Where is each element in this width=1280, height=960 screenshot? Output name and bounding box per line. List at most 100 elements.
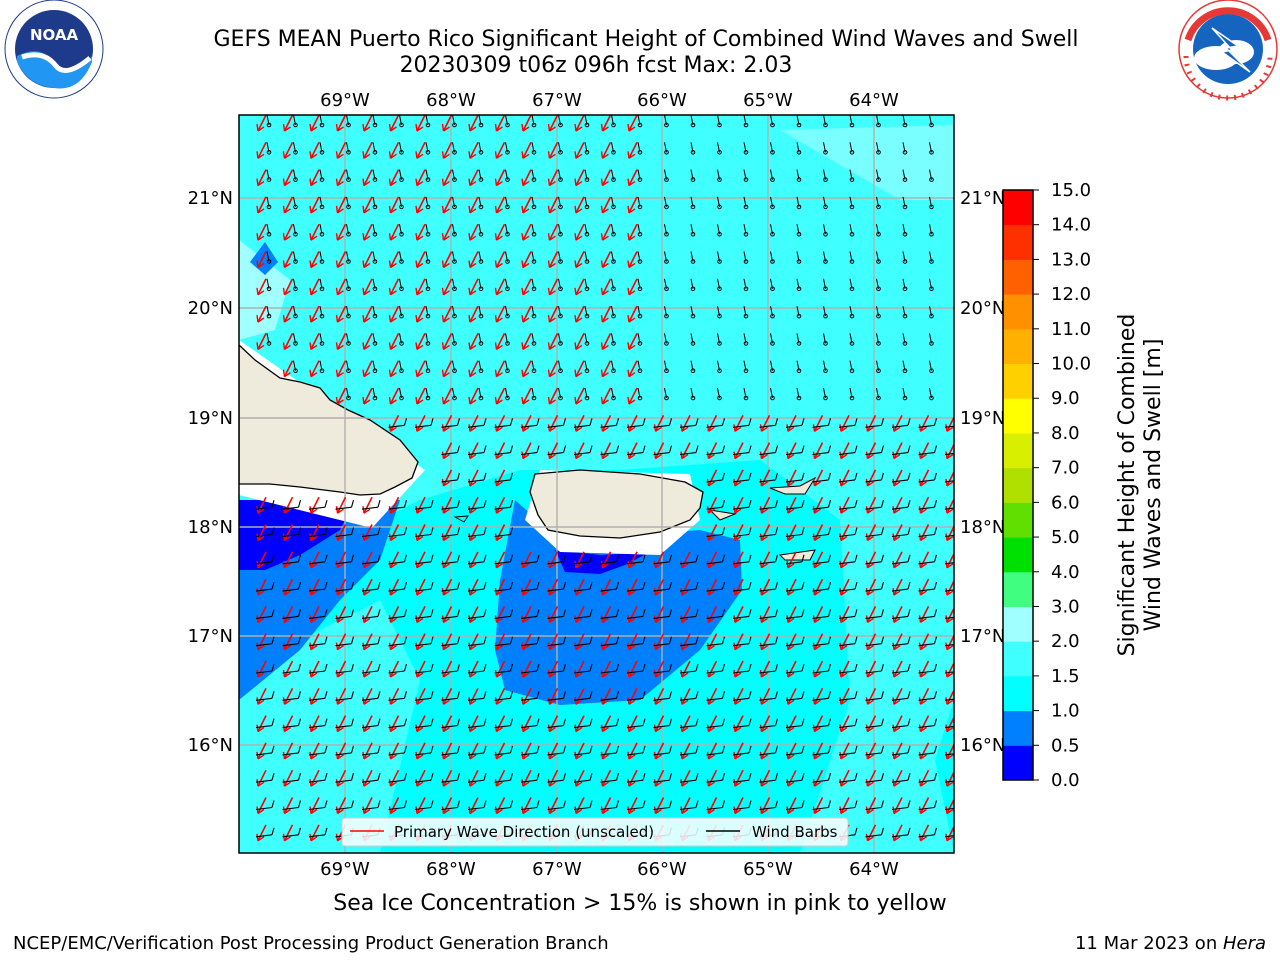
wave-direction-arrow bbox=[335, 551, 347, 569]
wind-barb bbox=[293, 142, 298, 155]
wave-direction-arrow bbox=[494, 606, 506, 623]
wave-direction-arrow bbox=[865, 769, 877, 787]
wind-barb bbox=[335, 663, 355, 674]
wave-direction-arrow bbox=[786, 633, 797, 651]
wind-barb bbox=[308, 800, 328, 811]
wave-direction-arrow bbox=[653, 742, 665, 760]
wave-direction-arrow bbox=[282, 660, 294, 678]
wave-direction-arrow bbox=[786, 469, 797, 487]
wind-barb bbox=[785, 663, 805, 674]
wind-barb bbox=[505, 360, 510, 374]
wave-direction-arrow bbox=[812, 606, 824, 623]
wind-barb bbox=[346, 169, 351, 182]
wind-barb bbox=[706, 527, 726, 538]
wind-barb bbox=[293, 360, 298, 374]
wind-barb bbox=[319, 196, 325, 210]
wind-barb bbox=[478, 360, 484, 374]
wind-barb bbox=[547, 418, 567, 428]
wind-barb bbox=[944, 780, 954, 783]
colorbar-tick-label: 0.0 bbox=[1051, 770, 1080, 791]
wind-barb bbox=[812, 527, 832, 538]
wave-direction-arrow bbox=[706, 797, 718, 815]
wind-barb bbox=[293, 115, 298, 128]
wind-barb bbox=[865, 827, 885, 838]
wave-direction-arrow bbox=[468, 141, 479, 159]
wind-barb bbox=[600, 581, 620, 592]
wind-barb bbox=[944, 480, 954, 483]
wind-barb bbox=[414, 636, 434, 647]
wind-barb bbox=[637, 224, 643, 237]
wind-barb bbox=[732, 691, 752, 701]
wind-barb bbox=[849, 387, 855, 401]
wind-barb bbox=[531, 333, 537, 346]
wind-barb bbox=[743, 360, 749, 374]
wind-barb bbox=[770, 306, 775, 319]
wind-barb bbox=[335, 636, 355, 647]
wave-direction-arrow bbox=[680, 633, 691, 651]
wave-direction-arrow bbox=[759, 551, 771, 569]
wind-barb bbox=[759, 609, 779, 619]
wind-barb bbox=[743, 333, 749, 346]
wave-direction-arrow bbox=[282, 278, 294, 296]
wave-direction-arrow bbox=[892, 660, 903, 678]
wind-barb bbox=[467, 554, 487, 565]
wave-direction-arrow bbox=[759, 578, 771, 596]
wind-barb bbox=[346, 224, 351, 237]
wave-direction-arrow bbox=[839, 524, 850, 542]
wind-barb bbox=[796, 333, 802, 346]
wind-barb bbox=[531, 278, 537, 292]
wave-direction-arrow bbox=[627, 196, 638, 214]
wind-barb bbox=[573, 609, 593, 619]
wave-direction-arrow bbox=[362, 578, 373, 596]
wave-direction-arrow bbox=[494, 551, 506, 569]
wave-direction-arrow bbox=[865, 442, 877, 460]
wave-direction-arrow bbox=[574, 223, 585, 241]
wind-barb bbox=[770, 251, 775, 264]
wave-direction-arrow bbox=[918, 414, 930, 432]
wind-barb bbox=[573, 745, 593, 756]
wave-direction-arrow bbox=[388, 578, 400, 596]
wave-direction-arrow bbox=[574, 578, 585, 596]
wind-barb bbox=[637, 360, 643, 374]
wind-barb bbox=[584, 278, 590, 292]
wind-barb bbox=[425, 306, 431, 319]
wave-direction-arrow bbox=[547, 442, 559, 460]
wave-direction-arrow bbox=[468, 797, 479, 815]
wave-direction-arrow bbox=[865, 797, 877, 815]
wave-direction-arrow bbox=[521, 169, 532, 187]
wave-direction-arrow bbox=[309, 360, 320, 378]
wind-barb bbox=[865, 500, 885, 510]
wave-direction-arrow bbox=[256, 278, 267, 296]
wave-direction-arrow bbox=[309, 797, 320, 815]
wave-direction-arrow bbox=[547, 742, 559, 760]
wind-barb bbox=[637, 333, 643, 346]
wave-direction-arrow bbox=[733, 687, 744, 705]
wave-direction-arrow bbox=[653, 606, 665, 623]
wind-barb bbox=[664, 251, 669, 264]
wind-barb bbox=[399, 115, 404, 128]
wave-direction-arrow bbox=[918, 769, 930, 787]
wind-barb bbox=[266, 142, 272, 155]
wave-direction-arrow bbox=[574, 442, 585, 460]
wind-barb bbox=[255, 527, 275, 538]
wave-direction-arrow bbox=[468, 742, 479, 760]
wave-direction-arrow bbox=[309, 551, 320, 569]
wind-barb bbox=[918, 827, 938, 838]
wind-barb bbox=[690, 306, 696, 319]
wave-direction-arrow bbox=[388, 196, 400, 214]
wave-direction-arrow bbox=[918, 824, 930, 842]
wind-barb bbox=[399, 360, 404, 374]
wave-direction-arrow bbox=[441, 115, 453, 132]
wind-barb bbox=[637, 142, 643, 155]
lat-labels-right: 21°N 20°N 19°N 18°N 17°N 16°N bbox=[960, 188, 1005, 756]
wind-barb bbox=[388, 718, 408, 729]
lat-label: 20°N bbox=[960, 298, 1005, 319]
wave-direction-arrow bbox=[335, 196, 347, 214]
wind-barb bbox=[584, 142, 590, 155]
wind-barb bbox=[823, 360, 828, 374]
wind-barb bbox=[255, 636, 275, 647]
wave-direction-arrow bbox=[468, 551, 479, 569]
wave-direction-arrow bbox=[759, 414, 771, 432]
wind-barb bbox=[293, 306, 298, 319]
